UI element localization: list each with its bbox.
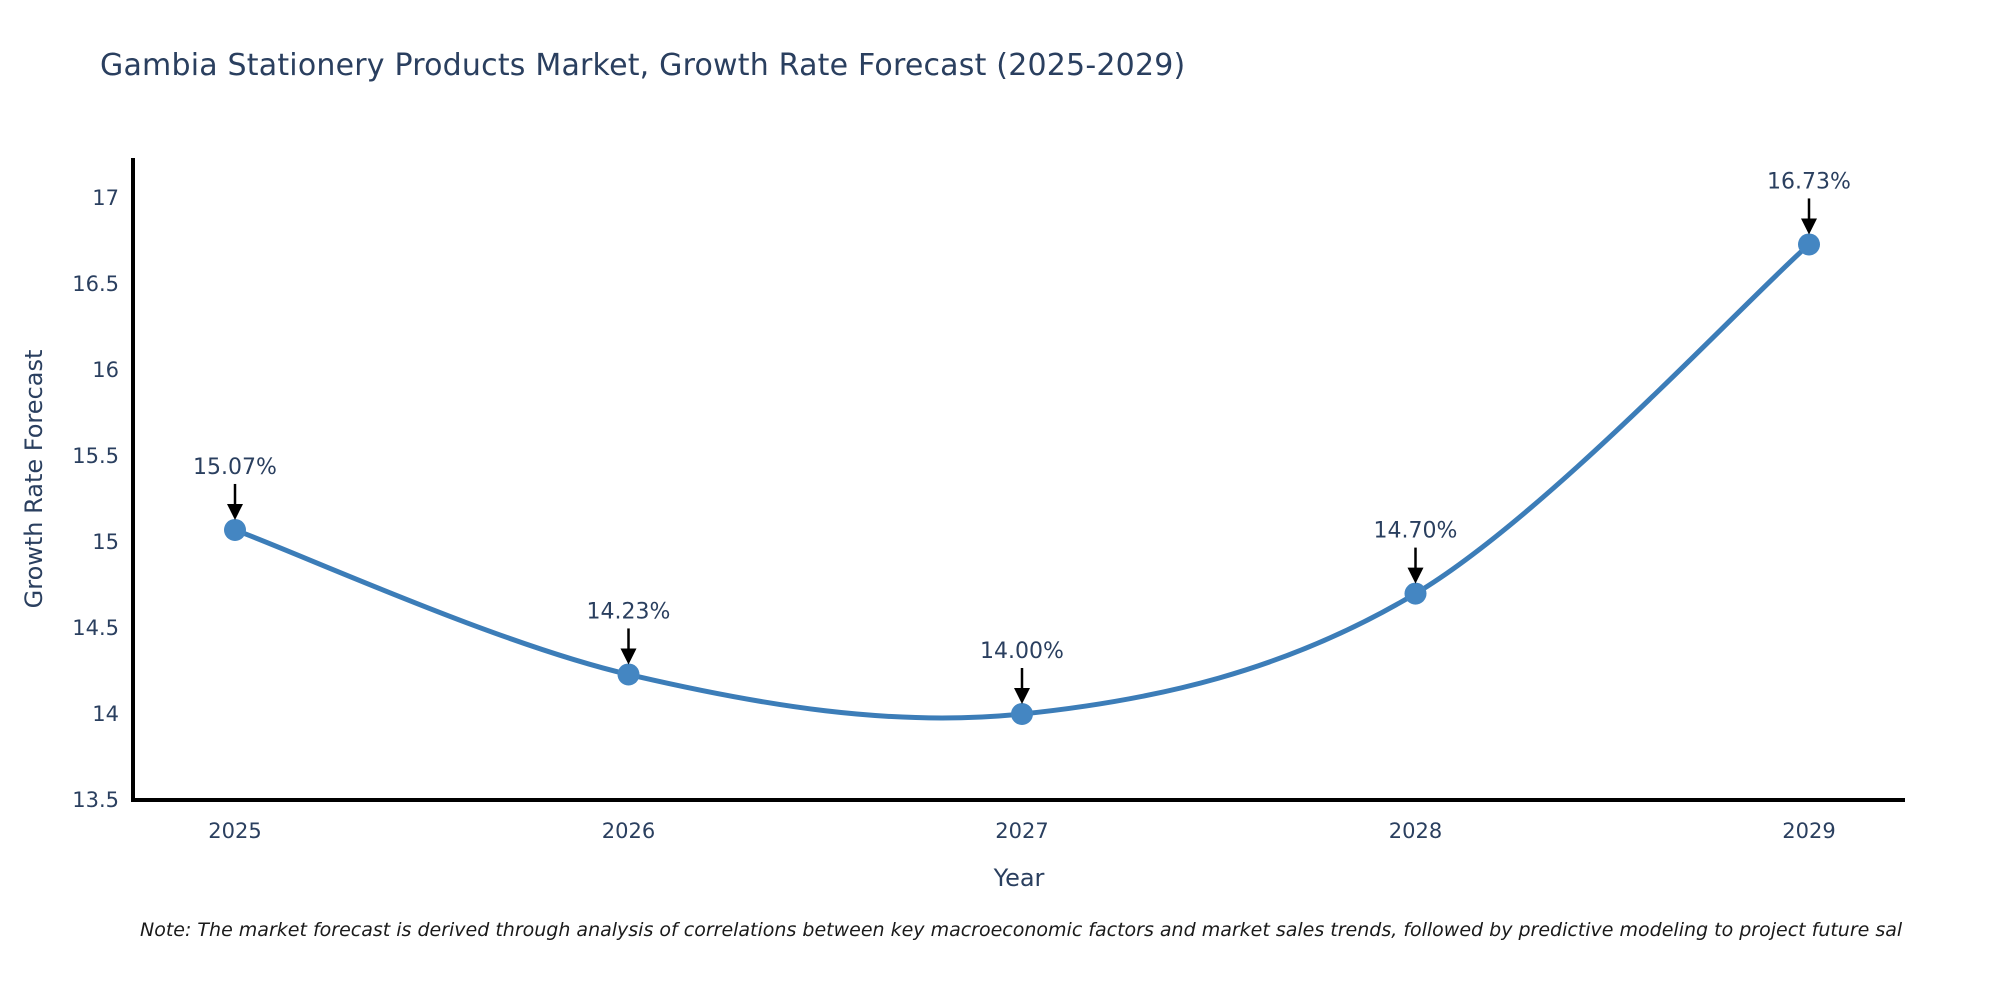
y-axis-title: Growth Rate Forecast — [20, 349, 48, 609]
x-tick-label: 2029 — [1782, 819, 1835, 843]
annotation-arrowhead — [620, 648, 637, 665]
annotation-arrowhead — [1801, 218, 1817, 235]
x-tick-label: 2026 — [602, 819, 655, 843]
x-tick-label: 2025 — [208, 819, 261, 843]
y-tick-label: 15.5 — [72, 444, 119, 468]
point-value-label: 14.23% — [587, 599, 671, 624]
y-tick-label: 16.5 — [72, 272, 119, 296]
annotation-arrowhead — [1014, 688, 1030, 704]
y-tick-label: 16 — [92, 358, 119, 382]
y-tick-label: 14 — [92, 702, 119, 726]
footnote: Note: The market forecast is derived thr… — [140, 919, 1903, 941]
data-point[interactable] — [1011, 703, 1033, 725]
point-value-label: 14.00% — [980, 639, 1064, 664]
point-value-label: 14.70% — [1374, 519, 1458, 544]
point-value-label: 15.07% — [193, 455, 277, 480]
point-value-label: 16.73% — [1767, 169, 1851, 194]
axis-spines — [131, 158, 1905, 802]
chart-title: Gambia Stationery Products Market, Growt… — [100, 48, 1186, 83]
x-tick-label: 2027 — [995, 819, 1048, 843]
annotation-arrowhead — [1407, 567, 1424, 584]
y-tick-label: 15 — [92, 530, 119, 554]
y-tick-label: 14.5 — [72, 616, 119, 640]
data-point[interactable] — [1798, 233, 1820, 256]
x-axis-title: Year — [993, 864, 1045, 892]
x-tick-label: 2028 — [1389, 819, 1442, 843]
forecast-line — [232, 241, 1812, 721]
y-tick-label: 13.5 — [72, 788, 119, 812]
data-point[interactable] — [617, 663, 640, 686]
data-point[interactable] — [1404, 582, 1427, 605]
data-point[interactable] — [224, 518, 246, 541]
annotation-arrowhead — [227, 503, 243, 520]
y-tick-label: 17 — [92, 186, 119, 210]
